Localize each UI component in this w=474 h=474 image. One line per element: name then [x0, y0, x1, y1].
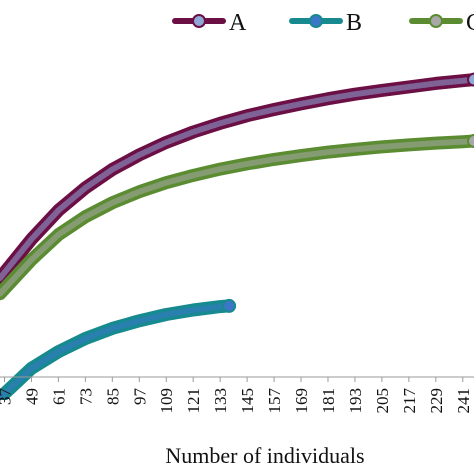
x-axis-ticks: 37 49 61 73 85 97 109 121 133 145 157 169 181 193 205 2…: [0, 377, 473, 414]
series-markers-a: [0, 76, 474, 282]
series-markers-c: [0, 138, 474, 297]
legend-swatch-marker-b: [309, 14, 323, 28]
x-tick-label: 217: [400, 388, 419, 414]
x-tick-label: 73: [76, 388, 95, 405]
legend: A B C: [172, 10, 474, 36]
legend-label-a: A: [229, 10, 247, 36]
x-tick-label: 121: [184, 388, 203, 414]
x-tick-label: 37: [0, 388, 15, 406]
series-line-b: [0, 299, 236, 400]
x-tick-label: 61: [49, 388, 68, 405]
x-tick-label: 145: [238, 388, 257, 414]
legend-label-b: B: [346, 10, 362, 36]
x-tick-label: 229: [427, 388, 446, 414]
legend-swatch-marker-c: [429, 14, 443, 28]
legend-swatch-marker-a: [192, 14, 206, 28]
x-tick-label: 109: [157, 388, 176, 414]
series-end-point-c: [467, 134, 474, 148]
x-tick-label: 241: [454, 388, 473, 414]
x-tick-label: 133: [211, 388, 230, 414]
legend-label-c: C: [466, 10, 474, 36]
x-tick-label: 205: [373, 388, 392, 414]
x-tick-label: 193: [346, 388, 365, 414]
x-tick-label: 181: [319, 388, 338, 414]
series-lines: [0, 72, 474, 400]
x-tick-label: 97: [130, 388, 149, 406]
series-end-point-a: [467, 72, 474, 87]
series-line-a: [0, 73, 474, 285]
x-tick-label: 157: [265, 388, 284, 414]
series-end-point-b: [222, 298, 237, 313]
x-tick-label: 49: [23, 388, 42, 405]
series-markers-b: [0, 302, 233, 400]
x-tick-label: 169: [292, 388, 311, 414]
x-axis-title: Number of individuals: [165, 443, 364, 468]
x-tick-label: 85: [103, 388, 122, 405]
